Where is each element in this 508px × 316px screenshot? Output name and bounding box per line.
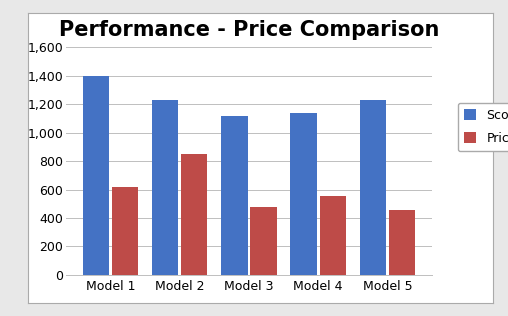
Bar [83,76,109,275]
Bar [291,113,317,275]
Bar [112,187,138,275]
Bar [221,116,247,275]
Legend: Score, Price: Score, Price [458,103,508,151]
Bar [360,100,386,275]
Bar [320,196,346,275]
Bar [181,154,207,275]
Bar [389,210,415,275]
Bar [152,100,178,275]
Title: Performance - Price Comparison: Performance - Price Comparison [59,20,439,40]
Bar [250,207,277,275]
